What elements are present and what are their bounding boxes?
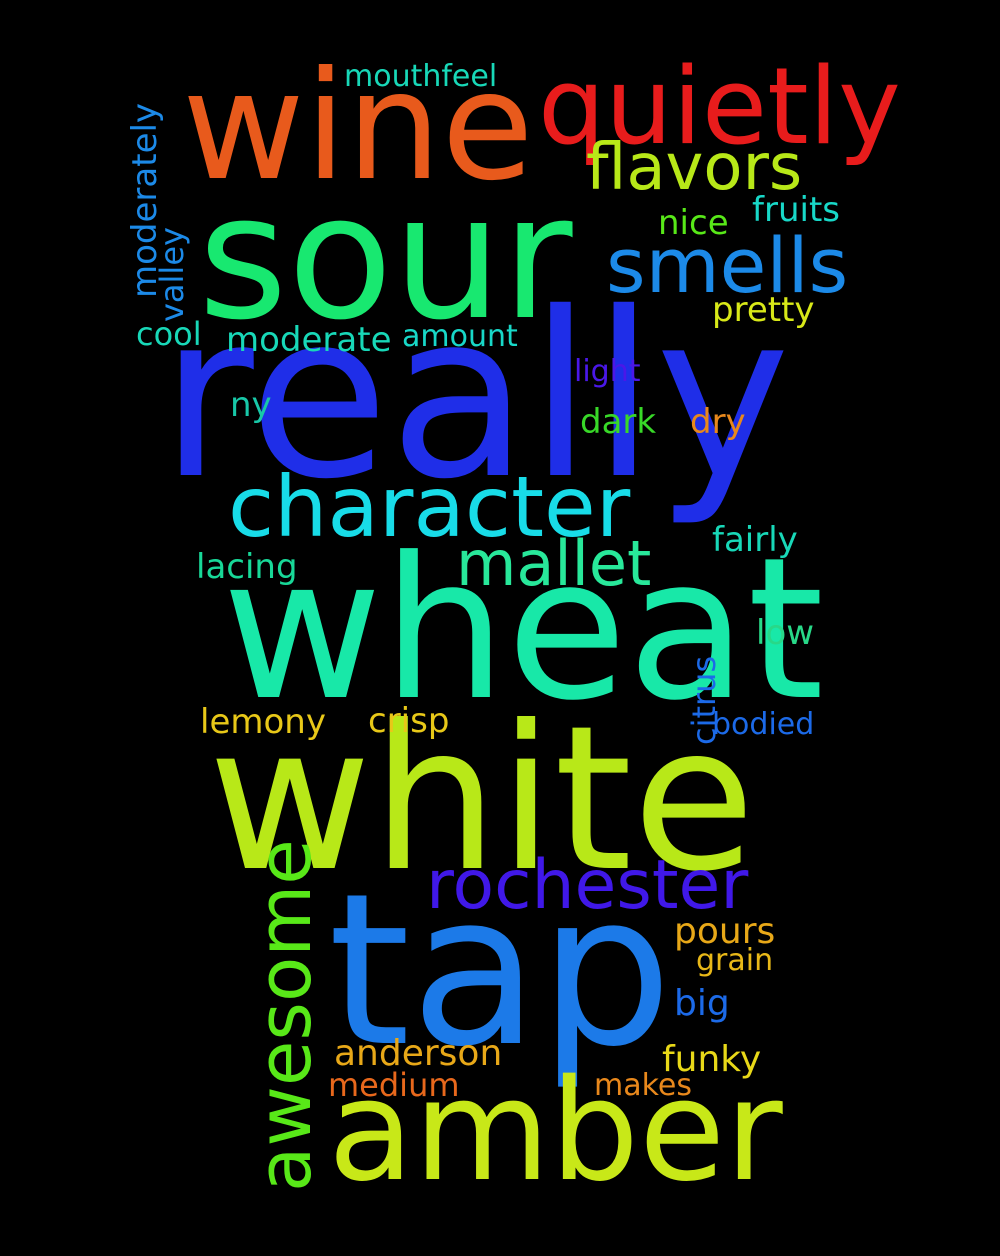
word-grain: grain	[696, 943, 774, 978]
word-dark: dark	[580, 402, 657, 442]
word-mallet: mallet	[456, 527, 652, 600]
word-makes: makes	[594, 1068, 692, 1103]
word-wine: wine	[182, 40, 534, 214]
word-anderson: anderson	[334, 1033, 503, 1074]
word-quietly: quietly	[538, 45, 901, 168]
word-pretty: pretty	[712, 290, 815, 330]
word-wheat: wheat	[222, 516, 825, 744]
word-awesome: awesome	[242, 839, 328, 1192]
word-valley: valley	[153, 227, 191, 322]
word-rochester: rochester	[426, 846, 749, 925]
word-tap: tap	[328, 848, 673, 1093]
word-smells: smells	[606, 221, 849, 310]
word-crisp: crisp	[368, 701, 450, 741]
word-ny: ny	[230, 385, 272, 425]
word-pours: pours	[674, 911, 776, 952]
word-big: big	[674, 983, 730, 1024]
word-lemony: lemony	[200, 702, 326, 742]
word-really: really	[160, 263, 791, 529]
word-fairly: fairly	[712, 520, 798, 560]
word-white: white	[208, 683, 756, 916]
word-bodied: bodied	[712, 707, 815, 742]
word-nice: nice	[658, 203, 729, 243]
word-fruits: fruits	[752, 190, 840, 230]
word-mouthfeel: mouthfeel	[344, 59, 498, 94]
word-light: light	[574, 354, 641, 389]
word-funky: funky	[662, 1039, 762, 1080]
word-dry: dry	[690, 402, 746, 442]
word-amber: amber	[328, 1050, 783, 1213]
word-moderate: moderate	[226, 320, 392, 360]
word-amount: amount	[402, 319, 518, 354]
word-cool: cool	[136, 315, 202, 353]
word-flavors: flavors	[586, 131, 803, 205]
word-low: low	[756, 613, 815, 653]
word-medium: medium	[328, 1066, 460, 1104]
word-sour: sour	[198, 157, 573, 358]
word-character: character	[228, 458, 631, 556]
word-lacing: lacing	[196, 547, 298, 587]
